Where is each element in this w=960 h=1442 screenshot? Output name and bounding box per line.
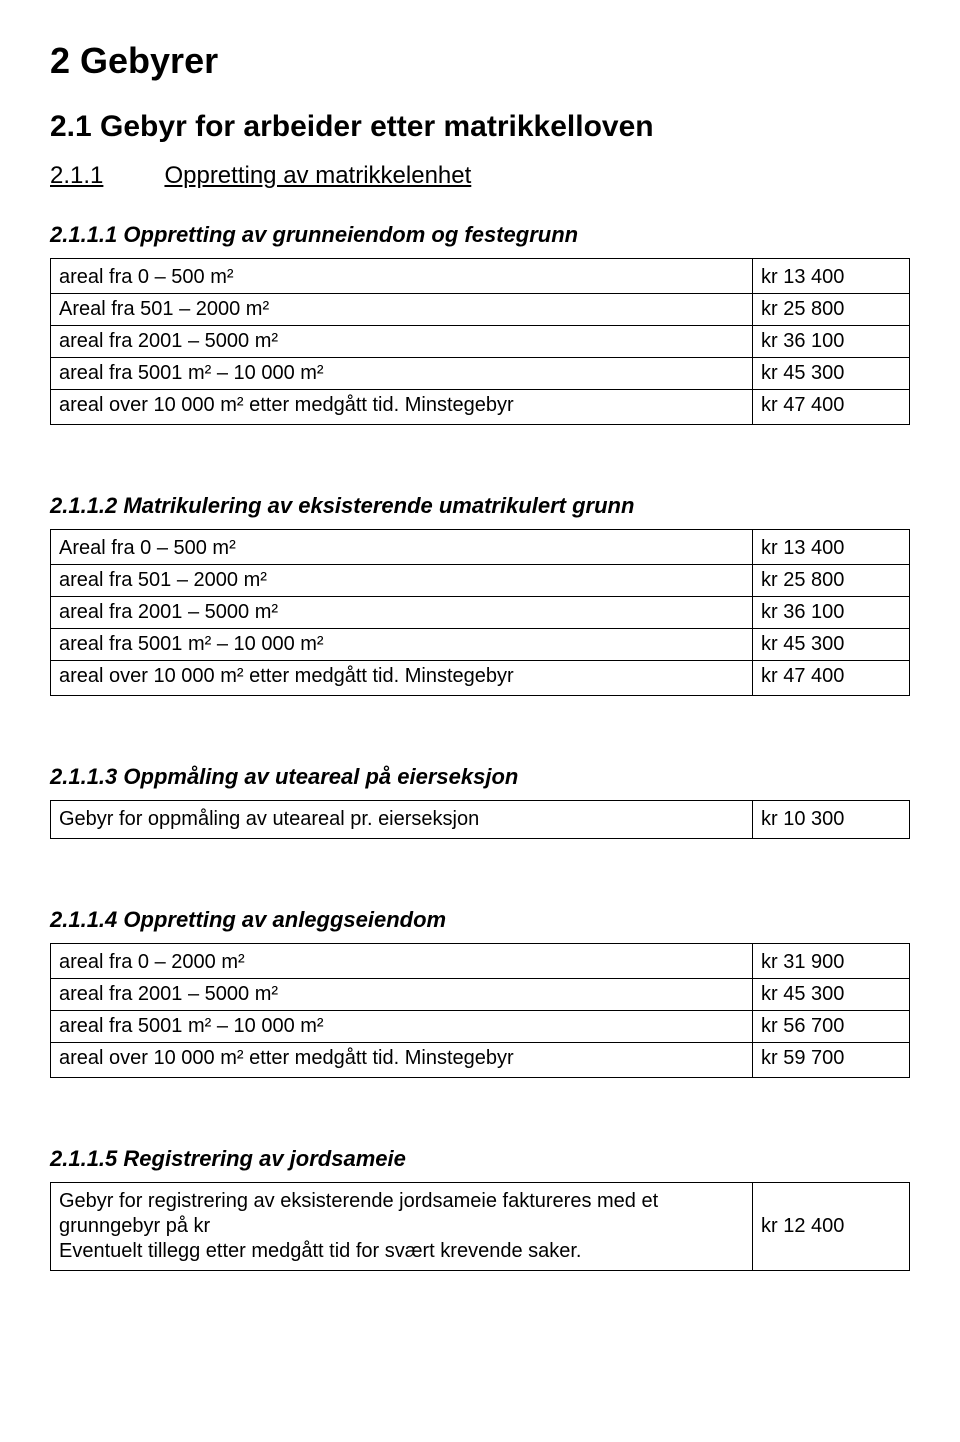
fee-amount: kr 56 700: [753, 1011, 910, 1043]
fee-amount: kr 45 300: [753, 979, 910, 1011]
table-2-1-1-3: Gebyr for oppmåling av uteareal pr. eier…: [50, 800, 910, 839]
section-2-1-1-heading: 2.1.1 Oppretting av matrikkelenhet: [50, 162, 910, 190]
table-2-1-1-5: Gebyr for registrering av eksisterende j…: [50, 1182, 910, 1271]
section-2-1-1-1-title: 2.1.1.1 Oppretting av grunneiendom og fe…: [50, 222, 910, 248]
table-row: areal over 10 000 m² etter medgått tid. …: [51, 661, 910, 696]
table-row: areal over 10 000 m² etter medgått tid. …: [51, 1043, 910, 1078]
section-2-1-1-3-title: 2.1.1.3 Oppmåling av uteareal på eiersek…: [50, 764, 910, 790]
fee-label: Areal fra 0 – 500 m²: [51, 530, 753, 565]
fee-label: areal over 10 000 m² etter medgått tid. …: [51, 661, 753, 696]
section-2-1-1-5-title: 2.1.1.5 Registrering av jordsameie: [50, 1146, 910, 1172]
table-row: areal fra 2001 – 5000 m² kr 36 100: [51, 326, 910, 358]
fee-amount: kr 45 300: [753, 358, 910, 390]
table-row: areal fra 5001 m² – 10 000 m² kr 45 300: [51, 629, 910, 661]
fee-amount: kr 47 400: [753, 661, 910, 696]
fee-label: areal fra 0 – 500 m²: [51, 259, 753, 294]
fee-amount: kr 45 300: [753, 629, 910, 661]
page-title: 2 Gebyrer: [50, 40, 910, 82]
fee-label: Areal fra 501 – 2000 m²: [51, 294, 753, 326]
fee-label: areal fra 501 – 2000 m²: [51, 565, 753, 597]
table-row: Gebyr for registrering av eksisterende j…: [51, 1183, 910, 1271]
fee-label: areal fra 2001 – 5000 m²: [51, 979, 753, 1011]
table-row: areal fra 501 – 2000 m² kr 25 800: [51, 565, 910, 597]
fee-label: areal fra 0 – 2000 m²: [51, 944, 753, 979]
fee-amount: kr 10 300: [753, 801, 910, 839]
table-row: Areal fra 501 – 2000 m² kr 25 800: [51, 294, 910, 326]
table-row: areal fra 5001 m² – 10 000 m² kr 56 700: [51, 1011, 910, 1043]
table-row: areal fra 0 – 2000 m² kr 31 900: [51, 944, 910, 979]
fee-label: areal over 10 000 m² etter medgått tid. …: [51, 390, 753, 425]
fee-label: Gebyr for oppmåling av uteareal pr. eier…: [51, 801, 753, 839]
section-2-1-1-2-title: 2.1.1.2 Matrikulering av eksisterende um…: [50, 493, 910, 519]
fee-amount: kr 47 400: [753, 390, 910, 425]
fee-amount: kr 36 100: [753, 597, 910, 629]
fee-amount: kr 13 400: [753, 530, 910, 565]
table-row: areal fra 2001 – 5000 m² kr 36 100: [51, 597, 910, 629]
table-2-1-1-4: areal fra 0 – 2000 m² kr 31 900 areal fr…: [50, 943, 910, 1078]
fee-amount: kr 36 100: [753, 326, 910, 358]
fee-label: Gebyr for registrering av eksisterende j…: [51, 1183, 753, 1271]
fee-amount: kr 12 400: [753, 1183, 910, 1271]
fee-label: areal fra 5001 m² – 10 000 m²: [51, 629, 753, 661]
fee-amount: kr 25 800: [753, 565, 910, 597]
fee-label: areal fra 2001 – 5000 m²: [51, 326, 753, 358]
fee-label: areal over 10 000 m² etter medgått tid. …: [51, 1043, 753, 1078]
fee-amount: kr 13 400: [753, 259, 910, 294]
section-2-1-1-4-title: 2.1.1.4 Oppretting av anleggseiendom: [50, 907, 910, 933]
fee-label: areal fra 5001 m² – 10 000 m²: [51, 358, 753, 390]
section-2-1-title: 2.1 Gebyr for arbeider etter matrikkello…: [50, 110, 910, 144]
table-2-1-1-1: areal fra 0 – 500 m² kr 13 400 Areal fra…: [50, 258, 910, 425]
section-2-1-1-number: 2.1.1: [50, 162, 160, 190]
table-row: areal over 10 000 m² etter medgått tid. …: [51, 390, 910, 425]
table-row: Gebyr for oppmåling av uteareal pr. eier…: [51, 801, 910, 839]
fee-label: areal fra 5001 m² – 10 000 m²: [51, 1011, 753, 1043]
fee-amount: kr 59 700: [753, 1043, 910, 1078]
table-2-1-1-2: Areal fra 0 – 500 m² kr 13 400 areal fra…: [50, 529, 910, 696]
fee-amount: kr 25 800: [753, 294, 910, 326]
table-row: areal fra 5001 m² – 10 000 m² kr 45 300: [51, 358, 910, 390]
fee-label: areal fra 2001 – 5000 m²: [51, 597, 753, 629]
fee-amount: kr 31 900: [753, 944, 910, 979]
table-row: areal fra 0 – 500 m² kr 13 400: [51, 259, 910, 294]
section-2-1-1-text: Oppretting av matrikkelenhet: [164, 162, 471, 189]
table-row: Areal fra 0 – 500 m² kr 13 400: [51, 530, 910, 565]
table-row: areal fra 2001 – 5000 m² kr 45 300: [51, 979, 910, 1011]
